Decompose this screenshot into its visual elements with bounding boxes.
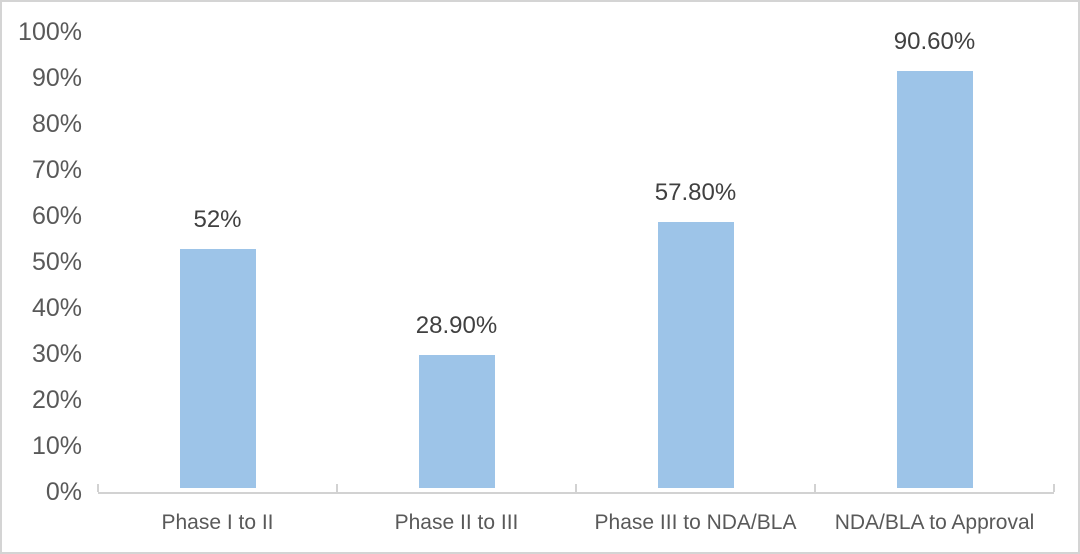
x-axis-tick: [575, 484, 577, 492]
category-label: NDA/BLA to Approval: [834, 511, 1035, 534]
y-tick-label: 50%: [31, 248, 82, 276]
bar-4: [896, 71, 973, 488]
x-axis-tick: [97, 484, 99, 492]
x-axis-tick: [814, 484, 816, 492]
bar-2: [418, 355, 495, 488]
bar-3: [657, 222, 734, 488]
y-tick-label: 0%: [45, 478, 82, 506]
category-label: Phase I to II: [161, 511, 274, 534]
y-tick-label: 100%: [18, 18, 82, 46]
y-tick-label: 70%: [31, 156, 82, 184]
y-tick-label: 30%: [31, 340, 82, 368]
y-tick-label: 60%: [31, 202, 82, 230]
x-axis-tick: [1053, 484, 1055, 492]
x-axis-line: [98, 492, 1054, 494]
y-tick-label: 20%: [31, 386, 82, 414]
bar-value-label: 52%: [193, 206, 242, 233]
category-label: Phase III to NDA/BLA: [594, 511, 797, 534]
category-label: Phase II to III: [394, 511, 519, 534]
y-tick-label: 80%: [31, 110, 82, 138]
bar-value-label: 57.80%: [654, 179, 737, 206]
bar-value-label: 90.60%: [893, 28, 976, 55]
bar-1: [179, 249, 256, 488]
y-tick-label: 90%: [31, 64, 82, 92]
x-axis-tick: [336, 484, 338, 492]
y-tick-label: 10%: [31, 432, 82, 460]
bar-value-label: 28.90%: [415, 312, 498, 339]
y-tick-label: 40%: [31, 294, 82, 322]
